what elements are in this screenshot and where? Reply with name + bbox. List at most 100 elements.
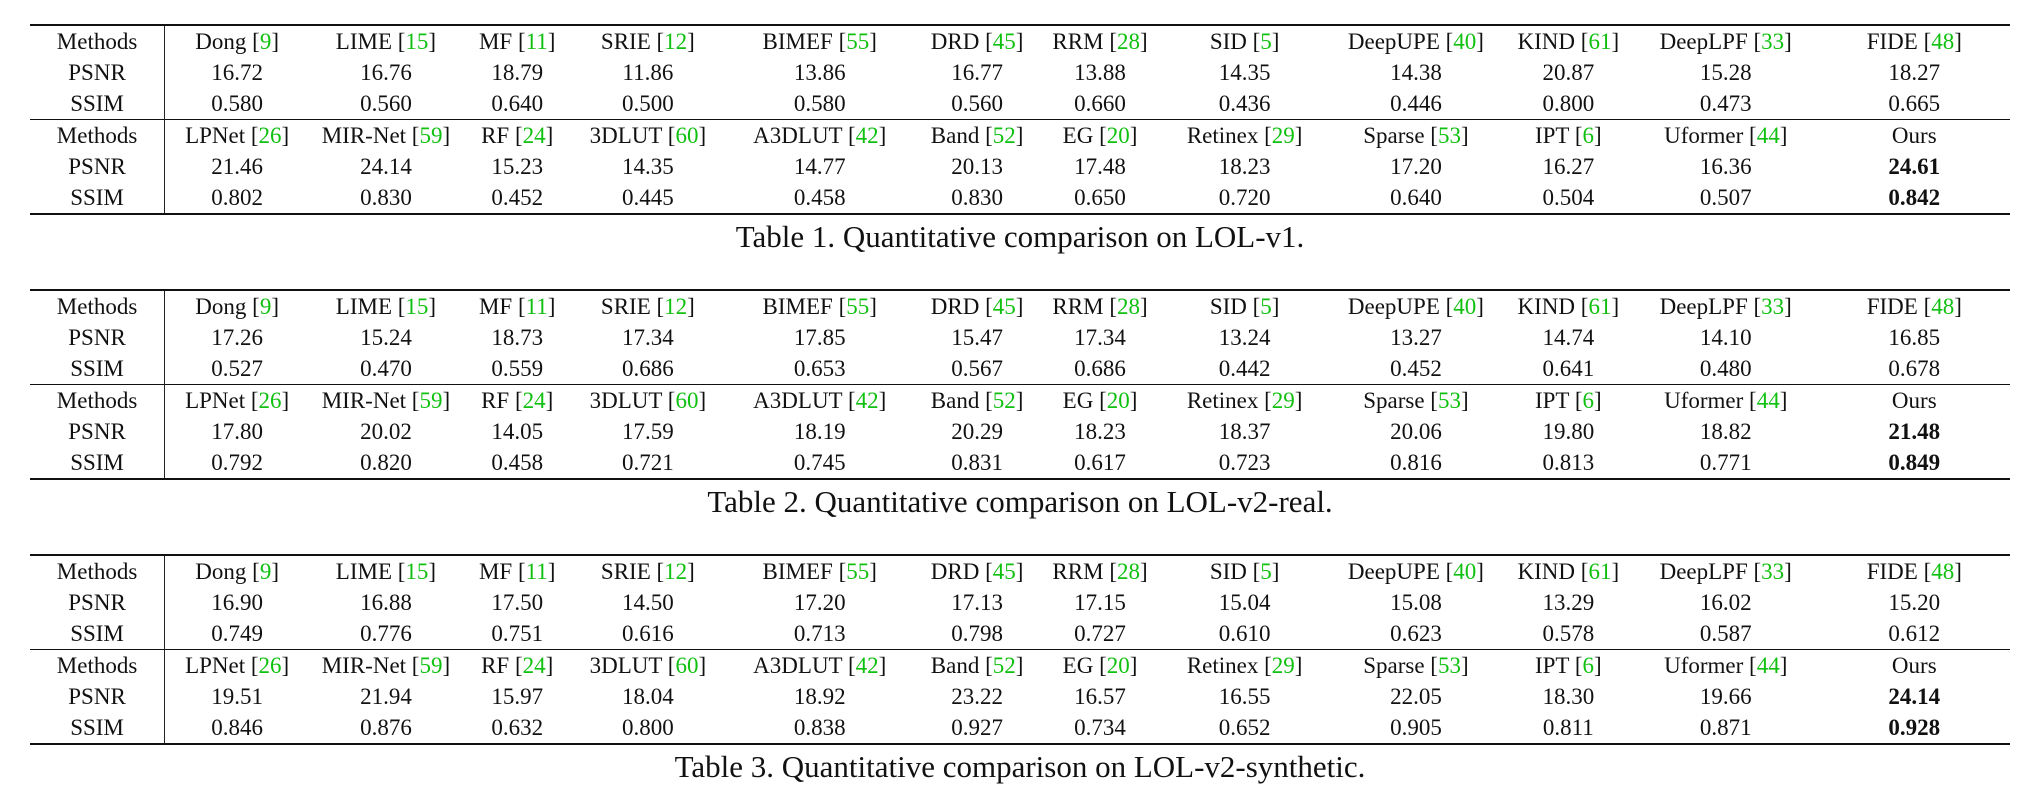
citation-link[interactable]: 12 [664, 294, 688, 319]
citation-link[interactable]: 5 [1260, 294, 1272, 319]
citation-link[interactable]: 42 [855, 653, 879, 678]
citation-link[interactable]: 53 [1437, 388, 1461, 413]
citation-link[interactable]: 45 [992, 559, 1016, 584]
metric-value: 0.849 [1818, 447, 2010, 480]
citation-link[interactable]: 24 [522, 388, 546, 413]
citation-link[interactable]: 48 [1931, 559, 1955, 584]
citation-link[interactable]: 11 [525, 294, 548, 319]
citation-link[interactable]: 26 [258, 123, 282, 148]
method-header: SID [5] [1161, 554, 1329, 587]
citation-link[interactable]: 42 [855, 388, 879, 413]
row-label: Methods [30, 119, 166, 151]
metric-value: 0.560 [360, 91, 412, 116]
citation-link[interactable]: 29 [1271, 653, 1295, 678]
citation-link[interactable]: 20 [1106, 388, 1130, 413]
citation-link[interactable]: 59 [419, 653, 443, 678]
citation-link[interactable]: 52 [992, 653, 1016, 678]
citation-link[interactable]: 55 [846, 559, 870, 584]
citation-link[interactable]: 48 [1931, 294, 1955, 319]
citation-link[interactable]: 20 [1106, 653, 1130, 678]
citation-link[interactable]: 15 [405, 294, 429, 319]
citation-link[interactable]: 60 [675, 123, 699, 148]
citation-link[interactable]: 52 [992, 123, 1016, 148]
citation-link[interactable]: 42 [855, 123, 879, 148]
metric-value: 0.734 [1038, 712, 1162, 745]
citation-link[interactable]: 6 [1582, 388, 1595, 413]
method-name: DRD [930, 559, 980, 584]
citation-link[interactable]: 24 [522, 653, 546, 678]
citation-link[interactable]: 15 [405, 29, 429, 54]
metric-value: 13.86 [793, 60, 846, 85]
metric-value: 0.473 [1699, 91, 1752, 116]
citation-link[interactable]: 28 [1116, 294, 1140, 319]
citation-link[interactable]: 6 [1582, 123, 1595, 148]
metric-value: 0.623 [1390, 621, 1442, 646]
metric-value: 16.76 [360, 60, 412, 85]
method-header: Uformer [44] [1632, 649, 1819, 681]
method-name: MF [478, 29, 513, 54]
citation-link[interactable]: 44 [1756, 123, 1780, 148]
citation-link[interactable]: 61 [1588, 29, 1612, 54]
citation-link[interactable]: 40 [1453, 29, 1477, 54]
metric-value: 21.94 [360, 684, 412, 709]
citation-link[interactable]: 40 [1453, 294, 1477, 319]
citation-link[interactable]: 29 [1271, 388, 1295, 413]
citation-link[interactable]: 59 [419, 388, 443, 413]
citation-link[interactable]: 5 [1260, 29, 1272, 54]
citation-link[interactable]: 33 [1761, 294, 1785, 319]
citation-link[interactable]: 11 [525, 29, 548, 54]
method-header: DeepLPF [33] [1632, 24, 1819, 57]
citation-link[interactable]: 44 [1756, 653, 1780, 678]
citation-link[interactable]: 5 [1260, 559, 1272, 584]
table-1-caption: Table 1. Quantitative comparison on LOL-… [735, 219, 1305, 254]
citation-link[interactable]: 29 [1271, 123, 1295, 148]
citation-link[interactable]: 55 [846, 294, 870, 319]
citation-link[interactable]: 26 [258, 388, 282, 413]
citation-link[interactable]: 55 [846, 29, 870, 54]
citation-link[interactable]: 33 [1761, 559, 1785, 584]
citation-link[interactable]: 12 [664, 559, 688, 584]
citation-link[interactable]: 6 [1582, 653, 1595, 678]
citation-link[interactable]: 33 [1761, 29, 1785, 54]
citation-link[interactable]: 45 [992, 29, 1016, 54]
citation-link[interactable]: 52 [992, 388, 1016, 413]
metric-value: 0.749 [211, 621, 264, 646]
citation-link[interactable]: 28 [1116, 559, 1140, 584]
citation-link[interactable]: 53 [1437, 123, 1461, 148]
citation-link[interactable]: 48 [1931, 29, 1955, 54]
citation-link[interactable]: 11 [525, 559, 548, 584]
method-header: IPT [6] [1503, 384, 1633, 416]
citation-link[interactable]: 15 [405, 559, 429, 584]
table-1-block: Methods Dong [9] LIME [15] MF [11] SRIE [12]… [30, 24, 2010, 257]
method-name: Sparse [1363, 123, 1425, 148]
citation-link[interactable]: 60 [675, 653, 699, 678]
citation-link[interactable]: 59 [419, 123, 443, 148]
citation-link[interactable]: 44 [1756, 388, 1780, 413]
metric-value: 16.85 [1888, 325, 1941, 350]
citation-link[interactable]: 45 [992, 294, 1016, 319]
metric-value: 0.640 [491, 91, 544, 116]
citation-link[interactable]: 61 [1588, 559, 1612, 584]
method-header: MIR-Net [59] [309, 119, 463, 151]
citation-link[interactable]: 24 [522, 123, 546, 148]
citation-link[interactable]: 12 [664, 29, 688, 54]
citation-link[interactable]: 9 [259, 294, 272, 319]
method-header: FIDE [48] [1818, 289, 2010, 322]
citation-link[interactable]: 53 [1437, 653, 1461, 678]
methods-row: Methods LPNet [26] MIR-Net [59] RF [24] 3DLU… [30, 119, 2010, 151]
citation-link[interactable]: 28 [1116, 29, 1140, 54]
citation-link[interactable]: 60 [675, 388, 699, 413]
metric-value: 0.578 [1542, 621, 1595, 646]
citation-link[interactable]: 9 [259, 559, 272, 584]
metric-label: SSIM [30, 712, 166, 745]
metric-value: 16.36 [1699, 154, 1752, 179]
metric-label: SSIM [30, 618, 166, 650]
methods-row: Methods LPNet [26] MIR-Net [59] RF [24] 3DLU… [30, 384, 2010, 416]
citation-link[interactable]: 20 [1106, 123, 1130, 148]
citation-link[interactable]: 61 [1588, 294, 1612, 319]
method-name: Band [930, 388, 980, 413]
citation-link[interactable]: 9 [259, 29, 272, 54]
method-header: Retinex [29] [1161, 119, 1329, 151]
citation-link[interactable]: 40 [1453, 559, 1477, 584]
citation-link[interactable]: 26 [258, 653, 282, 678]
